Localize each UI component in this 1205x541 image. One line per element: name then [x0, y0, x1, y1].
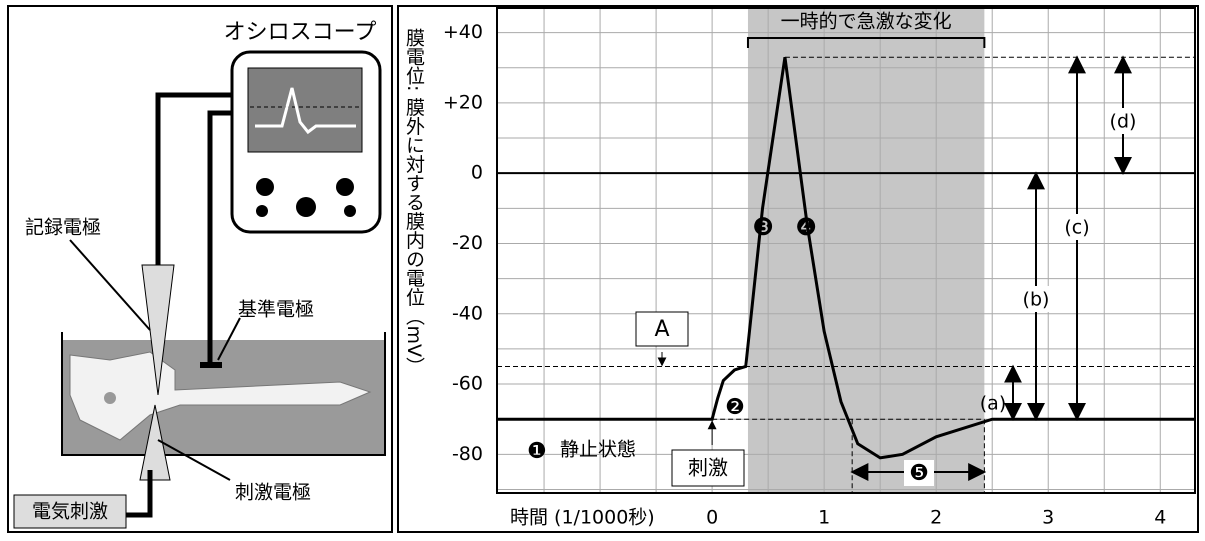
annotation: ❶	[527, 439, 547, 464]
label: 記録電極	[25, 217, 101, 239]
label: オシロスコープ	[224, 20, 377, 45]
reference-electrode	[200, 362, 222, 368]
screen	[248, 68, 362, 152]
chart: +40 +20 0 -20 -40 -60 -80 0 1 2 3 4 (d) (c) (b) (a) 一時的で…	[398, 6, 1198, 532]
knob	[256, 205, 268, 217]
y-tick-label: +20	[443, 91, 483, 113]
y-tick-label: -60	[452, 373, 483, 395]
annotation: ❸	[752, 213, 774, 241]
y-tick-label: -40	[452, 302, 483, 324]
y-axis-label: 膜電位: 膜外に対する膜内の電位（mV）	[403, 28, 425, 376]
wire	[210, 113, 232, 362]
x-tick-label: 2	[930, 507, 942, 529]
knob	[296, 197, 316, 217]
annotation: ❹	[795, 213, 817, 241]
annotation: 刺激	[688, 456, 728, 480]
label: 電気刺激	[32, 501, 108, 523]
x-tick-label: 1	[818, 507, 830, 529]
annotation: (c)	[1064, 217, 1089, 239]
y-tick-label: -80	[452, 443, 483, 465]
annotation: ❷	[725, 395, 745, 420]
annotation: 一時的で急激な変化	[781, 11, 952, 33]
y-tick-label: 0	[471, 162, 483, 184]
y-tick-label: -20	[452, 232, 483, 254]
x-tick-label: 4	[1154, 507, 1166, 529]
label: 基準電極	[238, 299, 314, 321]
annotation: 静止状態	[560, 439, 636, 461]
knob	[336, 178, 354, 196]
annotation: ❺	[909, 461, 929, 486]
x-tick-label: 3	[1042, 507, 1054, 529]
x-axis-label: 時間 (1/1000秒)	[510, 507, 655, 529]
annotation: (b)	[1023, 289, 1050, 311]
knob	[256, 178, 274, 196]
knob	[344, 205, 356, 217]
y-tick-label: +40	[443, 21, 483, 43]
illustration: オシロスコープ 記録電極 基準電極 刺激電極 電気刺激	[8, 6, 392, 532]
annotation: (a)	[980, 393, 1006, 415]
nucleus	[104, 392, 116, 404]
annotation: A	[654, 317, 669, 342]
annotation: (d)	[1110, 111, 1137, 133]
pointer	[70, 240, 150, 330]
figure: オシロスコープ 記録電極 基準電極 刺激電極 電気刺激 +40 +20 0 -20 -4…	[0, 0, 1205, 537]
wire	[158, 95, 232, 270]
label: 刺激電極	[235, 482, 311, 504]
shade	[748, 8, 984, 493]
x-tick-label: 0	[706, 507, 718, 529]
